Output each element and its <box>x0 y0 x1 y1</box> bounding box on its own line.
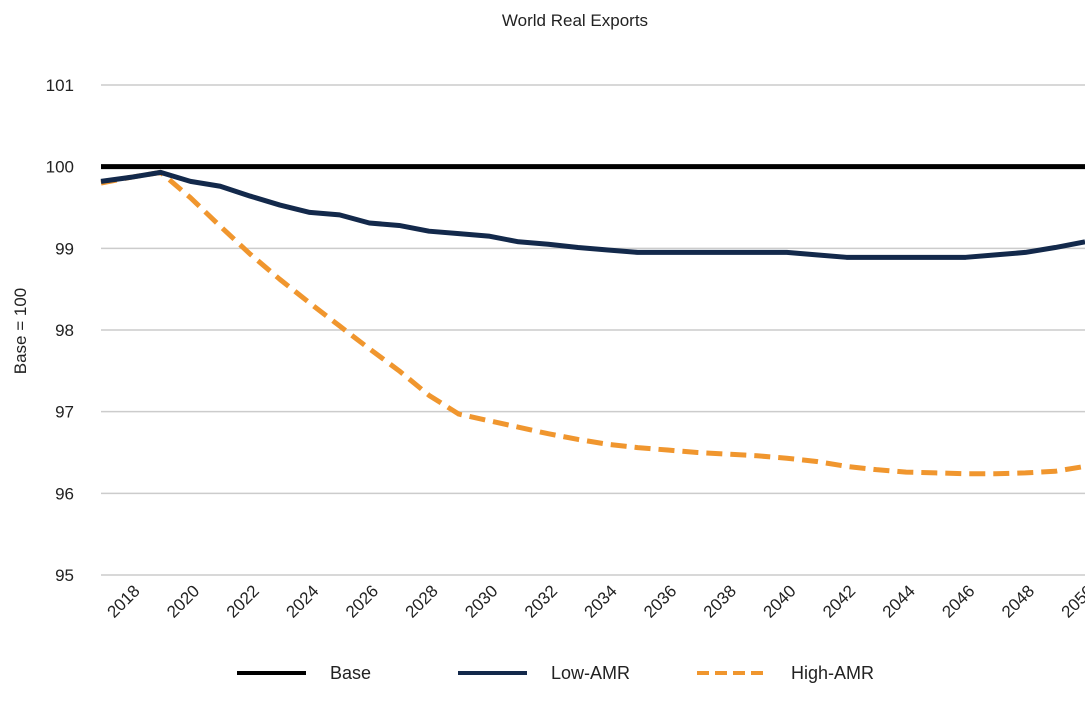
series-line-high-amr <box>100 169 1085 477</box>
x-tick-label-2038: 2038 <box>700 581 740 621</box>
legend: Base Low-AMR High-AMR <box>237 663 874 683</box>
legend-label-low-amr: Low-AMR <box>551 663 630 683</box>
x-tick-label-2036: 2036 <box>640 581 680 621</box>
x-tick-label-2020: 2020 <box>163 581 203 621</box>
x-tick-label-2022: 2022 <box>223 581 263 621</box>
x-axis-tick-labels: 2018 2020 2022 2024 2026 2028 2030 2032 2034 2036… <box>103 581 1085 621</box>
y-tick-label-95: 95 <box>55 566 74 585</box>
x-tick-label-2050: 2050 <box>1058 581 1085 621</box>
x-tick-label-2046: 2046 <box>938 581 978 621</box>
x-tick-label-2026: 2026 <box>342 581 382 621</box>
series-line-low-amr <box>100 169 1085 260</box>
x-tick-label-2048: 2048 <box>998 581 1038 621</box>
x-tick-label-2024: 2024 <box>282 581 322 621</box>
y-tick-label-101: 101 <box>46 76 74 95</box>
x-tick-label-2030: 2030 <box>461 581 501 621</box>
x-tick-label-2042: 2042 <box>819 581 859 621</box>
x-tick-label-2040: 2040 <box>759 581 799 621</box>
chart-title: World Real Exports <box>502 11 648 30</box>
series-layer <box>100 164 1085 477</box>
x-tick-label-2044: 2044 <box>879 581 919 621</box>
x-tick-label-2032: 2032 <box>521 581 561 621</box>
y-tick-label-99: 99 <box>55 239 74 258</box>
y-axis-label: Base = 100 <box>11 288 30 375</box>
y-tick-label-96: 96 <box>55 484 74 503</box>
x-tick-label-2034: 2034 <box>581 581 621 621</box>
legend-label-base: Base <box>330 663 371 683</box>
y-tick-label-97: 97 <box>55 403 74 422</box>
x-tick-label-2018: 2018 <box>103 581 143 621</box>
legend-label-high-amr: High-AMR <box>791 663 874 683</box>
y-axis-tick-labels: 95 96 97 98 99 100 101 <box>46 76 74 585</box>
x-tick-label-2028: 2028 <box>402 581 442 621</box>
y-tick-label-98: 98 <box>55 321 74 340</box>
y-tick-label-100: 100 <box>46 158 74 177</box>
grid-layer <box>101 84 1085 576</box>
